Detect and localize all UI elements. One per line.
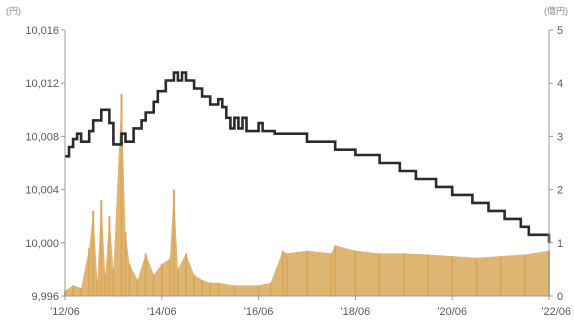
left-tick-label: 10,000	[25, 238, 59, 250]
right-tick-label: 0	[557, 291, 563, 303]
left-tick-label: 10,012	[25, 78, 59, 90]
net-assets-area-layer	[64, 93, 550, 296]
x-tick-label: '20/06	[437, 306, 467, 318]
x-tick-label: '18/06	[341, 306, 371, 318]
right-tick-label: 4	[557, 78, 563, 90]
right-tick-label: 2	[557, 185, 563, 197]
x-tick-label: '16/06	[244, 306, 274, 318]
x-tick-label: '14/06	[147, 306, 177, 318]
left-tick-label: 10,004	[25, 185, 59, 197]
nav-line-layer	[64, 71, 551, 243]
left-tick-label: 10,016	[25, 25, 59, 37]
tick-labels: 10,016 10,012 10,008 10,004 10,000 9,996 5 4 3 2 1…	[25, 25, 571, 318]
left-axis-unit: (円)	[6, 6, 21, 16]
right-tick-label: 1	[557, 238, 563, 250]
left-tick-label: 9,996	[31, 291, 59, 303]
right-tick-label: 5	[557, 25, 563, 37]
axes	[64, 30, 550, 297]
x-tick-label: '22/06	[541, 306, 571, 318]
left-tick-label: 10,008	[25, 131, 59, 143]
nav-line	[65, 71, 551, 243]
right-tick-label: 3	[557, 131, 563, 143]
x-tick-label: '12/06	[50, 306, 80, 318]
right-axis-unit: (億円)	[544, 5, 568, 16]
